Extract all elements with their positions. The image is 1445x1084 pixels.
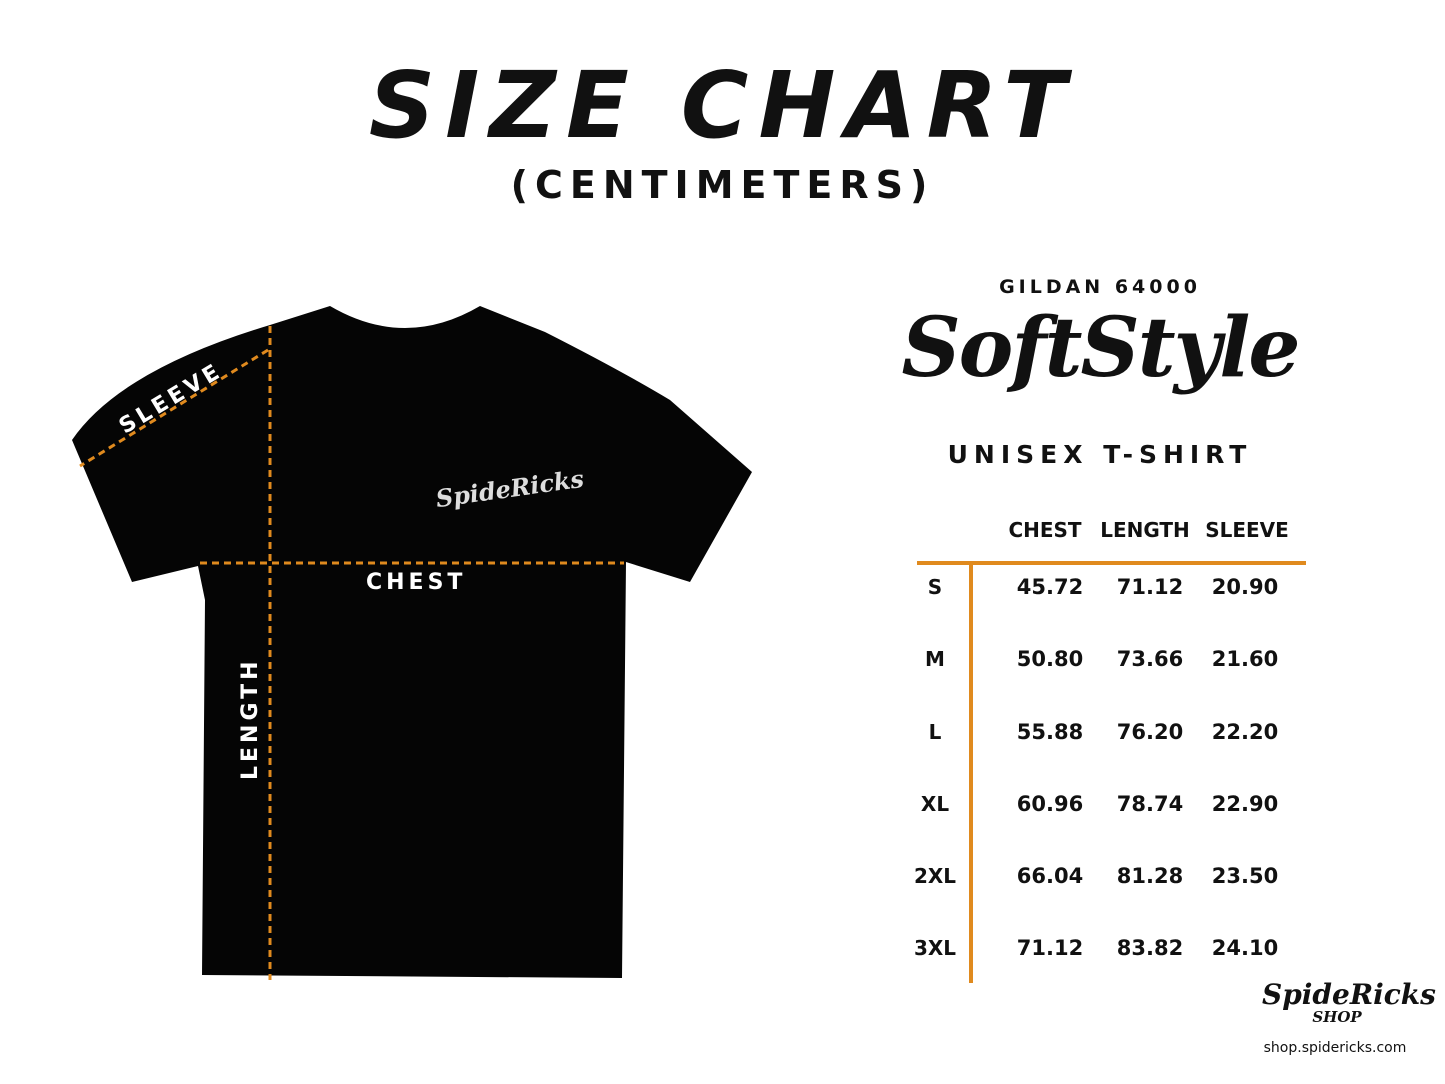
- size-label: M: [925, 647, 945, 671]
- column-header-chest: CHEST: [1008, 518, 1082, 542]
- table-cell-sleeve: 23.50: [1211, 864, 1279, 888]
- table-cell-chest: 50.80: [1016, 647, 1084, 671]
- table-cell-length: 81.28: [1116, 864, 1184, 888]
- table-cell-chest: 45.72: [1016, 575, 1084, 599]
- footer-url: shop.spidericks.com: [1263, 1040, 1407, 1056]
- table-cell-sleeve: 22.90: [1211, 792, 1279, 816]
- sleeve-measure-line: [79, 348, 269, 468]
- style-name-logo: SoftStyle: [901, 300, 1300, 396]
- size-label: S: [927, 575, 943, 599]
- brand-line: GILDAN 64000: [999, 276, 1201, 298]
- footer-logo: SpideRicks SHOP: [1262, 978, 1436, 1026]
- table-cell-length: 73.66: [1116, 647, 1184, 671]
- size-label: 3XL: [913, 936, 957, 960]
- column-header-sleeve: SLEEVE: [1205, 518, 1289, 542]
- table-header-rule: [917, 561, 1306, 565]
- chest-label: CHEST: [366, 570, 467, 595]
- page-title: SIZE CHART: [368, 52, 1077, 159]
- tshirt-shape: [72, 306, 752, 978]
- table-cell-chest: 66.04: [1016, 864, 1084, 888]
- table-cell-chest: 71.12: [1016, 936, 1084, 960]
- column-header-length: LENGTH: [1100, 518, 1190, 542]
- table-cell-sleeve: 22.20: [1211, 720, 1279, 744]
- table-cell-sleeve: 21.60: [1211, 647, 1279, 671]
- size-label: L: [928, 720, 942, 744]
- size-label: 2XL: [913, 864, 957, 888]
- product-type: UNISEX T-SHIRT: [947, 440, 1253, 469]
- page-subtitle: (CENTIMETERS): [510, 163, 935, 207]
- table-cell-sleeve: 24.10: [1211, 936, 1279, 960]
- table-cell-chest: 55.88: [1016, 720, 1084, 744]
- table-cell-length: 83.82: [1116, 936, 1184, 960]
- table-cell-sleeve: 20.90: [1211, 575, 1279, 599]
- table-cell-chest: 60.96: [1016, 792, 1084, 816]
- size-label: XL: [920, 792, 950, 816]
- table-cell-length: 78.74: [1116, 792, 1184, 816]
- table-cell-length: 71.12: [1116, 575, 1184, 599]
- table-cell-length: 76.20: [1116, 720, 1184, 744]
- length-label: LENGTH: [238, 657, 263, 780]
- table-size-rule: [969, 561, 973, 983]
